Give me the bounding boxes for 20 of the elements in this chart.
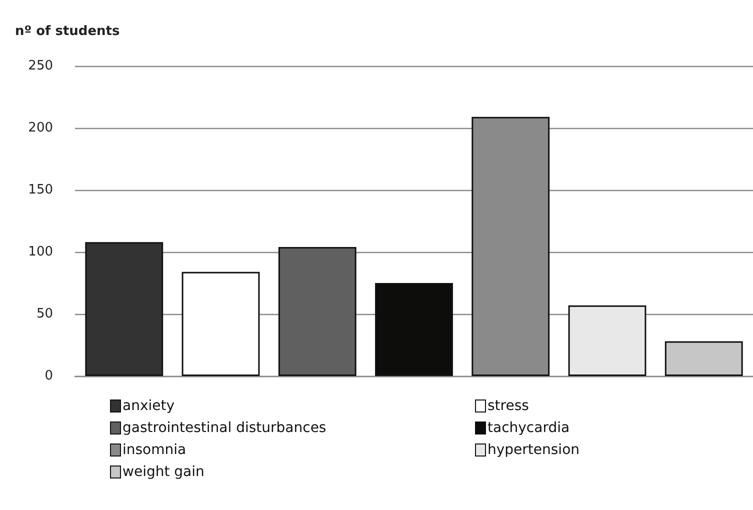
- legend-label: weight gain: [122, 464, 204, 480]
- legend-label: stress: [488, 398, 529, 414]
- bar: [182, 272, 260, 376]
- y-axis-title: nº of students: [15, 24, 120, 39]
- bar: [664, 341, 743, 376]
- legend-label: tachycardia: [488, 420, 570, 436]
- legend-label: gastrointestinal disturbances: [122, 420, 326, 436]
- y-tick-label: 250: [28, 58, 53, 74]
- y-tick-label: 150: [28, 182, 53, 198]
- bar: [375, 283, 453, 376]
- legend-label: insomnia: [122, 442, 186, 458]
- y-tick-label: 100: [28, 244, 53, 260]
- y-tick-label: 50: [36, 306, 53, 322]
- legend-label: hypertension: [488, 442, 580, 458]
- y-tick-label: 0: [44, 368, 53, 384]
- bar: [85, 242, 164, 376]
- bar: [568, 305, 646, 376]
- legend-label: anxiety: [122, 398, 175, 414]
- y-tick-label: 200: [28, 120, 53, 136]
- bar: [278, 247, 356, 376]
